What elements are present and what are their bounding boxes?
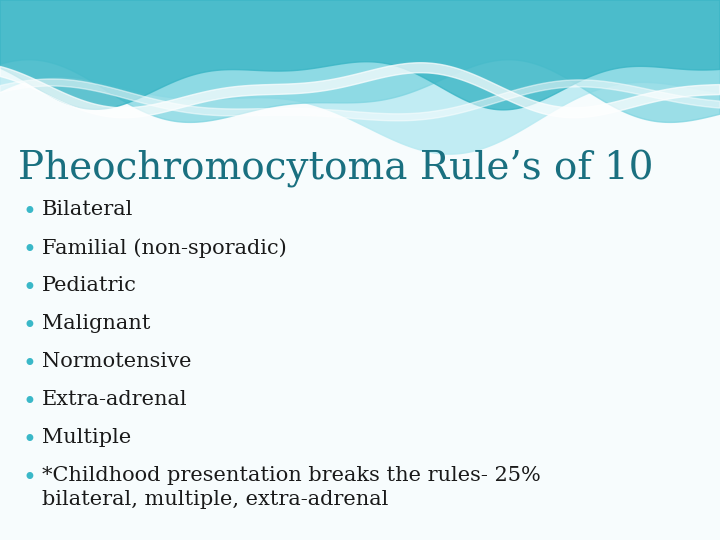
Text: •: • bbox=[22, 314, 36, 338]
Text: Pediatric: Pediatric bbox=[42, 276, 137, 295]
Text: •: • bbox=[22, 238, 36, 262]
Text: •: • bbox=[22, 200, 36, 224]
Text: *Childhood presentation breaks the rules- 25%
bilateral, multiple, extra-adrenal: *Childhood presentation breaks the rules… bbox=[42, 466, 541, 509]
Text: •: • bbox=[22, 390, 36, 414]
Text: Malignant: Malignant bbox=[42, 314, 150, 333]
Text: Bilateral: Bilateral bbox=[42, 200, 133, 219]
Text: •: • bbox=[22, 352, 36, 376]
Text: Pheochromocytoma Rule’s of 10: Pheochromocytoma Rule’s of 10 bbox=[18, 150, 654, 188]
Text: Extra-adrenal: Extra-adrenal bbox=[42, 390, 188, 409]
Text: •: • bbox=[22, 428, 36, 452]
Text: •: • bbox=[22, 276, 36, 300]
Text: Normotensive: Normotensive bbox=[42, 352, 192, 371]
Text: Multiple: Multiple bbox=[42, 428, 131, 447]
Text: •: • bbox=[22, 466, 36, 490]
Text: Familial (non-sporadic): Familial (non-sporadic) bbox=[42, 238, 287, 258]
